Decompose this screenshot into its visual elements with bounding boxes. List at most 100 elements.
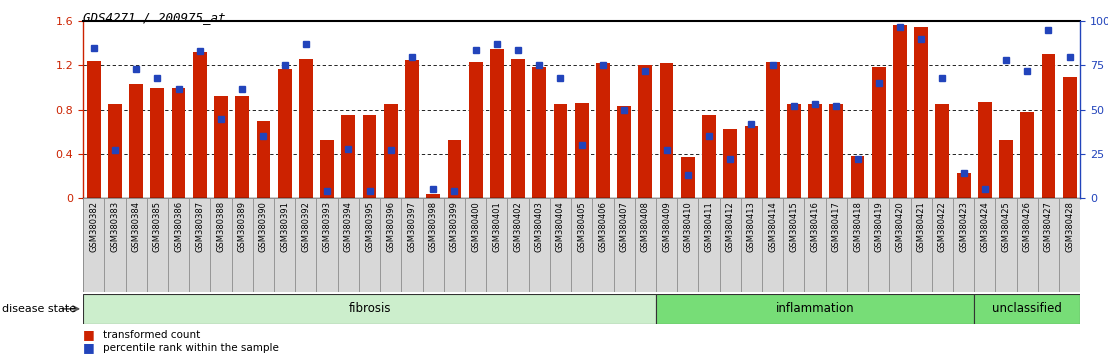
Text: GSM380413: GSM380413 [747,201,756,252]
Bar [299,59,312,198]
Text: GSM380417: GSM380417 [832,201,841,252]
Text: GSM380385: GSM380385 [153,201,162,252]
Bar [362,115,377,198]
Bar [593,198,614,292]
Text: GDS4271 / 200975_at: GDS4271 / 200975_at [83,11,226,24]
Bar [935,104,950,198]
Text: GSM380423: GSM380423 [960,201,968,252]
Bar [317,198,338,292]
Bar [257,121,270,198]
Text: GSM380422: GSM380422 [937,201,947,252]
Bar [702,115,716,198]
Text: GSM380384: GSM380384 [132,201,141,252]
Bar [486,198,507,292]
Bar [825,198,847,292]
Text: GSM380421: GSM380421 [916,201,925,252]
Text: GSM380396: GSM380396 [387,201,396,252]
Text: GSM380410: GSM380410 [684,201,692,252]
Bar [953,198,974,292]
Text: GSM380415: GSM380415 [789,201,799,252]
Text: GSM380392: GSM380392 [301,201,310,252]
Bar [890,198,911,292]
Bar [253,198,274,292]
Bar [741,198,762,292]
Bar [109,104,122,198]
Bar [211,198,232,292]
Text: GSM380414: GSM380414 [768,201,777,252]
Bar [1020,112,1034,198]
Bar [278,69,291,198]
Bar [1042,55,1055,198]
Bar [550,198,571,292]
Bar [1017,198,1038,292]
Text: GSM380409: GSM380409 [663,201,671,252]
Text: GSM380397: GSM380397 [408,201,417,252]
Bar [151,88,164,198]
Bar [172,88,185,198]
Text: GSM380388: GSM380388 [216,201,226,252]
Bar [146,198,168,292]
Bar [681,157,695,198]
Text: GSM380386: GSM380386 [174,201,183,252]
Bar [635,198,656,292]
Text: GSM380393: GSM380393 [322,201,331,252]
Bar [808,104,822,198]
Bar [893,24,906,198]
Text: percentile rank within the sample: percentile rank within the sample [103,343,279,353]
Bar [745,126,758,198]
Text: GSM380427: GSM380427 [1044,201,1053,252]
Bar [638,65,653,198]
Bar [189,198,211,292]
Bar [125,198,146,292]
Bar [554,104,567,198]
Bar [766,62,780,198]
Text: inflammation: inflammation [776,302,854,315]
Text: GSM380401: GSM380401 [492,201,501,252]
Text: transformed count: transformed count [103,330,201,339]
Text: GSM380389: GSM380389 [238,201,247,252]
Text: GSM380395: GSM380395 [365,201,375,252]
Text: GSM380405: GSM380405 [577,201,586,252]
Bar [422,198,444,292]
Bar [911,198,932,292]
Text: GSM380425: GSM380425 [1002,201,1010,252]
Bar [469,62,482,198]
Bar [214,97,228,198]
Text: GSM380382: GSM380382 [90,201,99,252]
Text: GSM380404: GSM380404 [556,201,565,252]
Bar [406,60,419,198]
Text: GSM380387: GSM380387 [195,201,204,252]
Text: fibrosis: fibrosis [348,302,391,315]
Bar [575,103,588,198]
Text: GSM380418: GSM380418 [853,201,862,252]
Bar [617,107,632,198]
Bar [995,198,1017,292]
Text: GSM380406: GSM380406 [598,201,607,252]
Text: GSM380424: GSM380424 [981,201,989,252]
Bar [232,198,253,292]
Text: GSM380420: GSM380420 [895,201,904,252]
Bar [974,198,995,292]
Bar [444,198,465,292]
Bar [872,67,885,198]
Bar [596,63,609,198]
Text: GSM380398: GSM380398 [429,201,438,252]
Text: GSM380428: GSM380428 [1065,201,1074,252]
Text: ■: ■ [83,328,95,341]
Bar [999,139,1013,198]
Bar [719,198,741,292]
Bar [974,294,1080,324]
Bar [83,294,656,324]
Bar [656,198,677,292]
Text: GSM380399: GSM380399 [450,201,459,252]
Bar [571,198,593,292]
Text: GSM380407: GSM380407 [619,201,628,252]
Bar [656,294,974,324]
Text: GSM380391: GSM380391 [280,201,289,252]
Bar [427,194,440,198]
Bar [914,27,929,198]
Bar [359,198,380,292]
Bar [869,198,890,292]
Text: GSM380400: GSM380400 [471,201,480,252]
Bar [847,198,869,292]
